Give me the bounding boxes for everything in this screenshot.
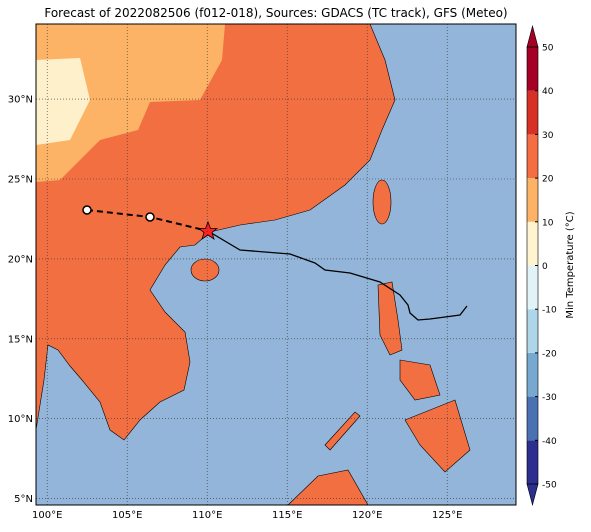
x-tick-label: 105°E bbox=[112, 510, 142, 521]
colorbar-tick-label: -50 bbox=[542, 481, 557, 491]
colorbar-tick-label: 10 bbox=[542, 218, 554, 228]
track-observed bbox=[207, 230, 468, 321]
colorbar-tick-label: 40 bbox=[542, 87, 554, 97]
mindanao bbox=[404, 399, 471, 473]
plateau bbox=[36, 58, 90, 145]
colorbar-tick-label: 30 bbox=[542, 131, 554, 141]
map-frame bbox=[35, 23, 517, 506]
track-point bbox=[145, 212, 155, 222]
colorbar-band bbox=[527, 440, 538, 484]
x-tick-label: 120°E bbox=[352, 510, 382, 521]
map bbox=[35, 23, 516, 506]
colorbar-tick-label: -20 bbox=[542, 349, 557, 359]
taiwan bbox=[372, 179, 392, 225]
y-tick-label: 15°N bbox=[8, 334, 33, 345]
y-tick-label: 10°N bbox=[8, 414, 33, 425]
y-tick-label: 5°N bbox=[14, 494, 33, 505]
colorbar-band bbox=[527, 221, 538, 266]
highland bbox=[36, 24, 225, 182]
current-position bbox=[197, 220, 219, 240]
colorbar-tick-label: 50 bbox=[542, 44, 554, 54]
x-tick-label: 115°E bbox=[272, 510, 302, 521]
x-tick-label: 110°E bbox=[192, 510, 222, 521]
hainan bbox=[190, 258, 220, 282]
track-point bbox=[82, 205, 92, 215]
title: Forecast of 2022082506 (f012-018), Sourc… bbox=[44, 6, 507, 20]
colorbar: -50 -40 -30 -20 -10 0 10 20 30 40 50 bbox=[526, 24, 557, 507]
colorbar-band bbox=[527, 309, 538, 353]
colorbar-band bbox=[527, 134, 538, 179]
colorbar-tick-label: -10 bbox=[542, 306, 557, 316]
y-tick-label: 25°N bbox=[8, 175, 33, 186]
colorbar-tick-label: 20 bbox=[542, 175, 554, 185]
colorbar-extend bbox=[526, 483, 539, 507]
colorbar-band bbox=[527, 47, 538, 91]
colorbar-band bbox=[527, 90, 538, 135]
colorbar-tick-label: -30 bbox=[542, 393, 557, 403]
x-tick-label: 125°E bbox=[432, 510, 462, 521]
colorbar-tick-label: -40 bbox=[542, 437, 557, 447]
colorbar-band bbox=[527, 396, 538, 441]
luzon bbox=[377, 281, 403, 356]
colorbar-extend bbox=[526, 24, 539, 48]
y-tick-label: 30°N bbox=[8, 95, 33, 106]
x-tick-label: 100°E bbox=[32, 510, 62, 521]
colorbar-band bbox=[527, 352, 538, 397]
colorbar-tick-label: 0 bbox=[542, 262, 548, 272]
colorbar-band bbox=[527, 265, 538, 310]
colorbar-band bbox=[527, 178, 538, 222]
colorbar-label: Min Temperature (°C) bbox=[565, 211, 576, 318]
palawan bbox=[324, 411, 361, 451]
visayas bbox=[399, 359, 441, 401]
grid: 100°E 105°E 110°E 115°E 120°E 125°E 5°N 10°N 15°… bbox=[8, 24, 516, 521]
y-tick-label: 20°N bbox=[8, 254, 33, 265]
